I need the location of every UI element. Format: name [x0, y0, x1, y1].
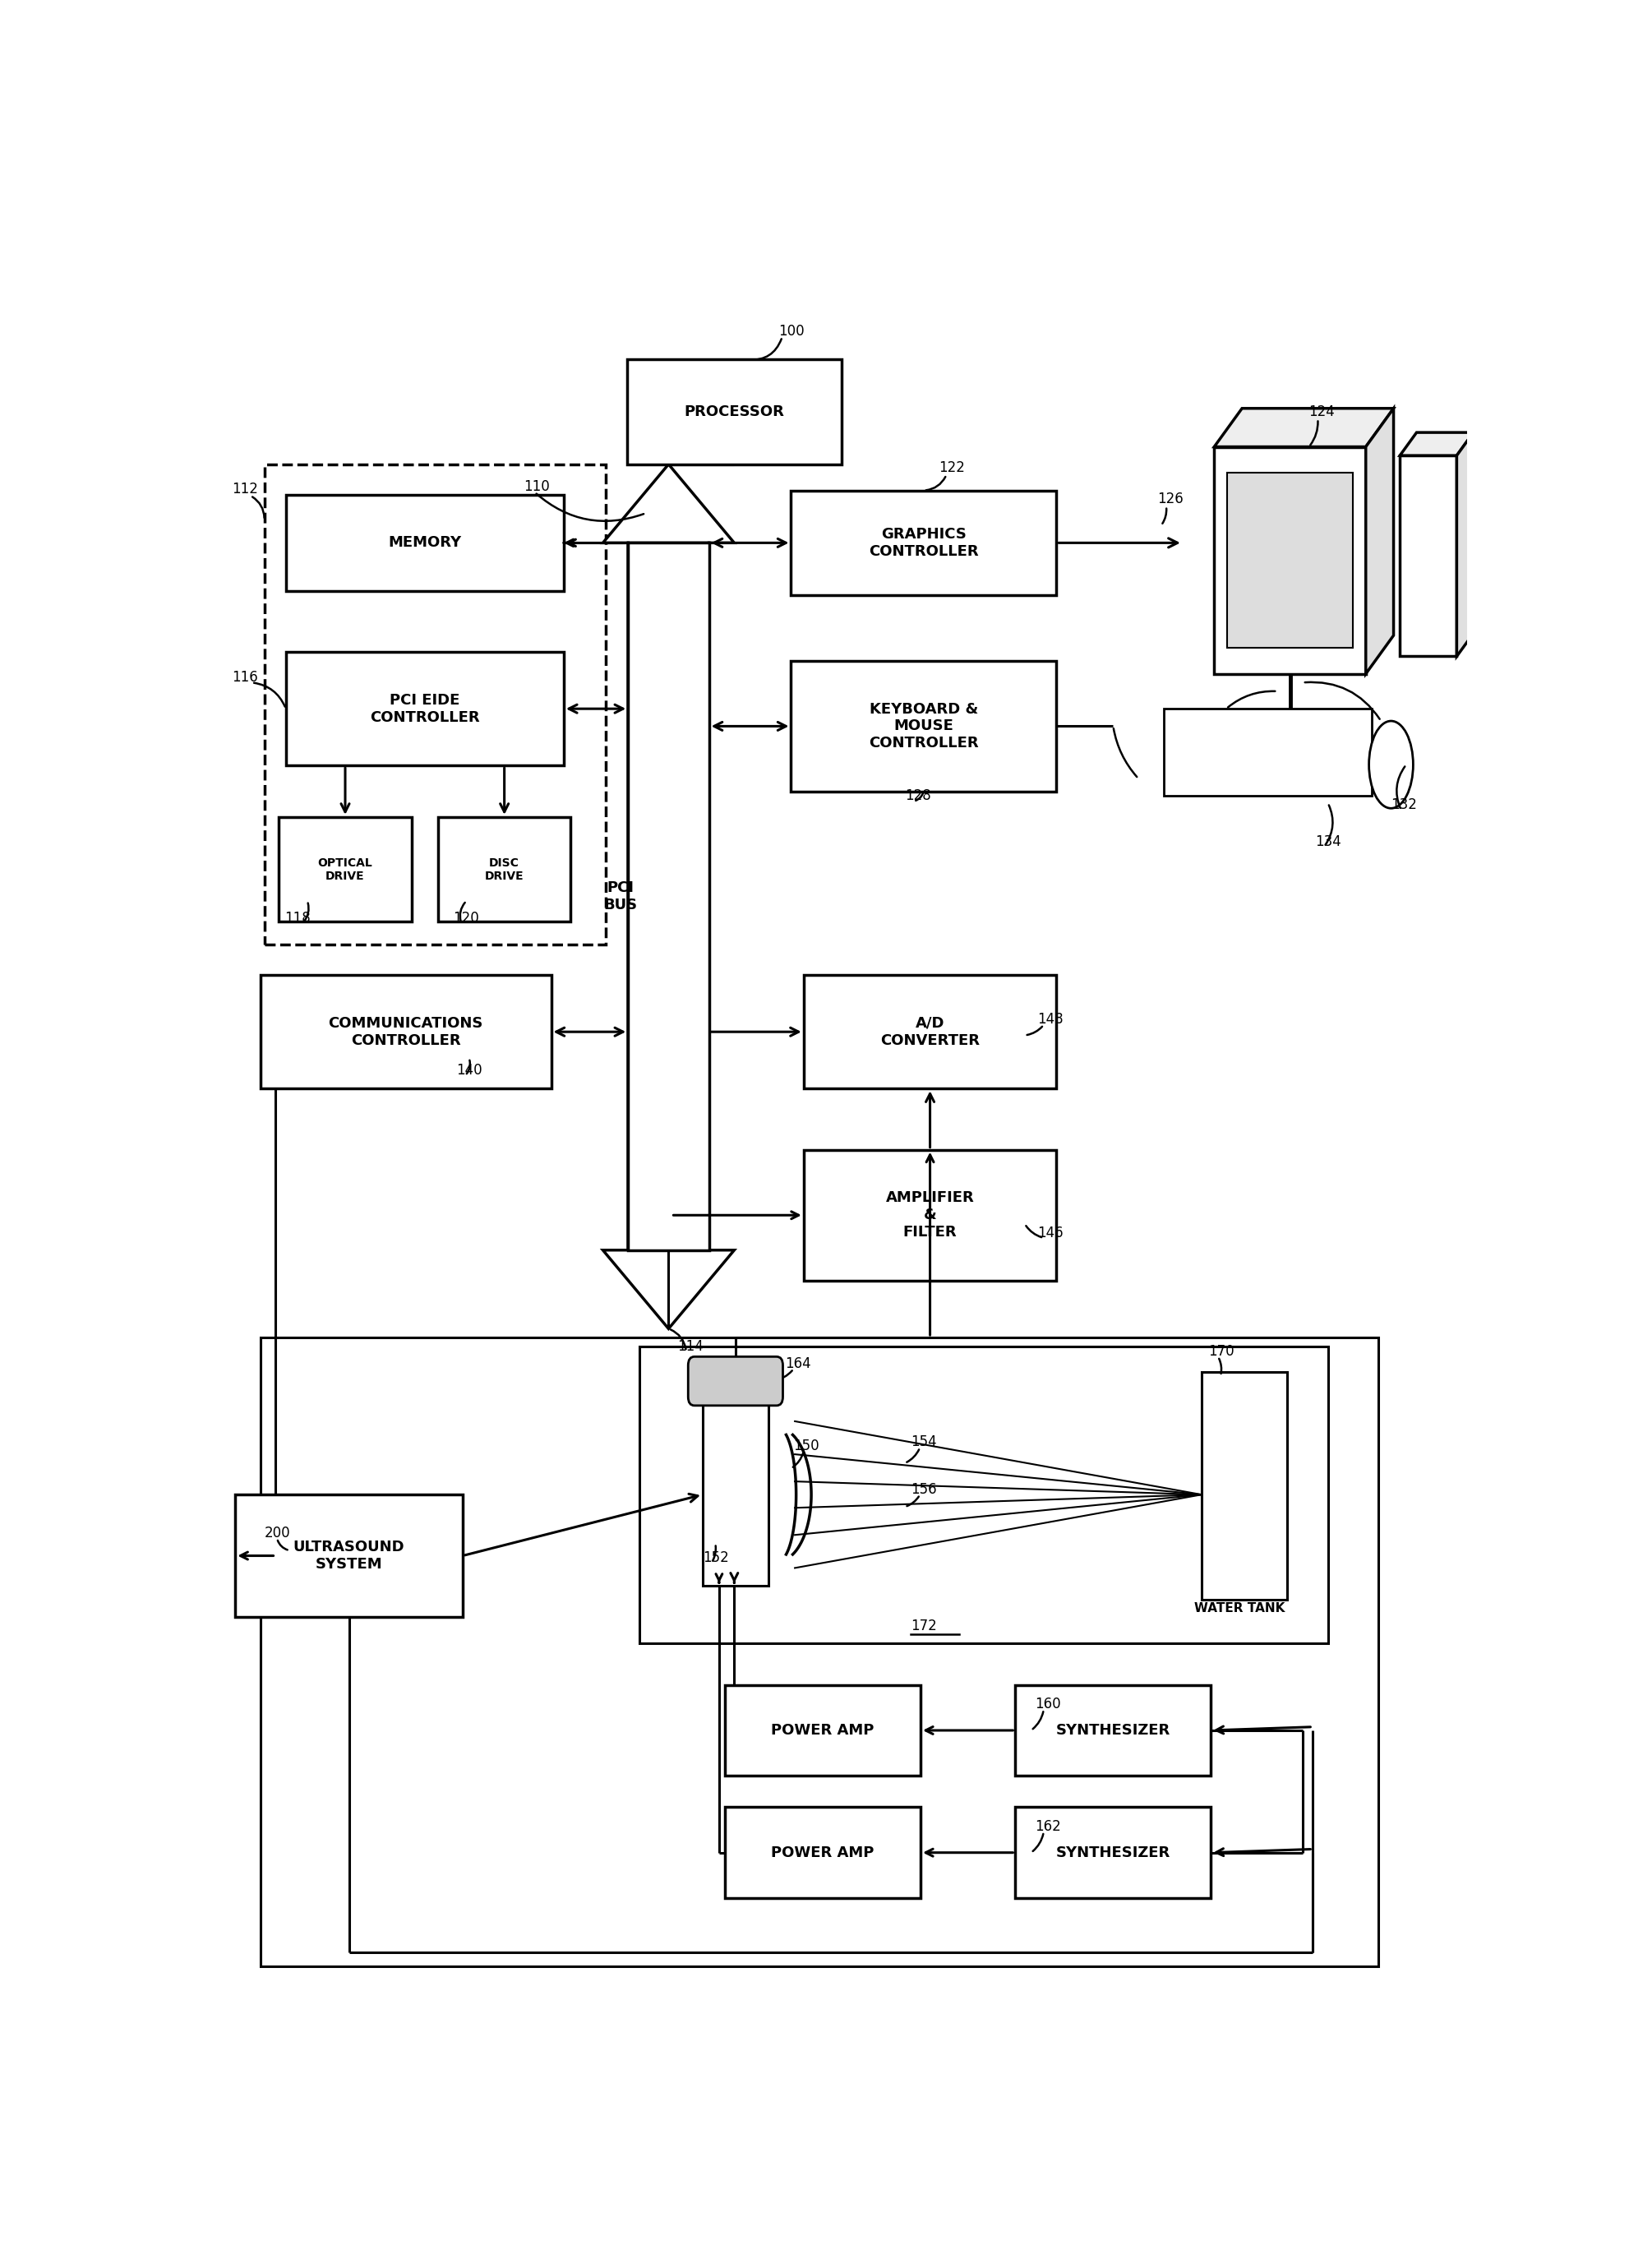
- Text: AMPLIFIER
&
FILTER: AMPLIFIER & FILTER: [885, 1191, 974, 1241]
- Text: 150: 150: [793, 1438, 819, 1454]
- Text: 140: 140: [456, 1064, 482, 1077]
- Text: 148: 148: [1038, 1012, 1062, 1027]
- Text: 120: 120: [453, 912, 479, 925]
- Text: MEMORY: MEMORY: [388, 535, 461, 551]
- Text: PCI
BUS: PCI BUS: [603, 880, 637, 912]
- Bar: [803, 975, 1056, 1089]
- Bar: [1214, 447, 1365, 674]
- Text: 160: 160: [1034, 1696, 1060, 1712]
- Text: 200: 200: [264, 1526, 290, 1540]
- Bar: [1227, 474, 1352, 649]
- Text: 128: 128: [904, 789, 930, 803]
- Bar: [639, 1347, 1328, 1642]
- Bar: [235, 1495, 463, 1617]
- Text: POWER AMP: POWER AMP: [771, 1724, 873, 1737]
- Bar: [790, 490, 1056, 594]
- Bar: [279, 816, 411, 921]
- Text: COMMUNICATIONS
CONTROLLER: COMMUNICATIONS CONTROLLER: [329, 1016, 482, 1048]
- Bar: [1201, 1372, 1287, 1599]
- Bar: [702, 1402, 767, 1585]
- Bar: [627, 542, 709, 1250]
- Text: 162: 162: [1034, 1819, 1060, 1835]
- Text: POWER AMP: POWER AMP: [771, 1846, 873, 1860]
- Text: 118: 118: [285, 912, 311, 925]
- Text: 126: 126: [1157, 492, 1183, 506]
- Text: 170: 170: [1207, 1345, 1233, 1359]
- Polygon shape: [1214, 408, 1393, 447]
- Polygon shape: [603, 465, 733, 1250]
- Bar: [1015, 1808, 1210, 1898]
- Bar: [1163, 708, 1372, 796]
- Text: OPTICAL
DRIVE: OPTICAL DRIVE: [318, 857, 373, 882]
- Bar: [285, 494, 564, 592]
- Bar: [261, 975, 551, 1089]
- Bar: [725, 1685, 920, 1776]
- Text: SYNTHESIZER: SYNTHESIZER: [1056, 1724, 1170, 1737]
- Text: 154: 154: [911, 1436, 937, 1449]
- Bar: [803, 1150, 1056, 1281]
- Text: SYNTHESIZER: SYNTHESIZER: [1056, 1846, 1170, 1860]
- Bar: [725, 1808, 920, 1898]
- Text: 110: 110: [523, 479, 549, 494]
- Polygon shape: [1456, 433, 1473, 655]
- Bar: [264, 465, 604, 943]
- Text: 124: 124: [1308, 404, 1334, 420]
- Text: PCI EIDE
CONTROLLER: PCI EIDE CONTROLLER: [370, 692, 479, 726]
- Ellipse shape: [1368, 721, 1412, 807]
- Text: 164: 164: [785, 1356, 810, 1372]
- Bar: [438, 816, 570, 921]
- Text: 114: 114: [678, 1338, 704, 1354]
- Text: DISC
DRIVE: DISC DRIVE: [484, 857, 523, 882]
- FancyBboxPatch shape: [687, 1356, 782, 1406]
- Polygon shape: [1365, 408, 1393, 674]
- Text: 146: 146: [1038, 1225, 1062, 1241]
- Text: WATER TANK: WATER TANK: [1194, 1601, 1284, 1615]
- Polygon shape: [603, 542, 733, 1329]
- Text: 116: 116: [231, 669, 257, 685]
- Text: A/D
CONVERTER: A/D CONVERTER: [880, 1016, 979, 1048]
- Text: GRAPHICS
CONTROLLER: GRAPHICS CONTROLLER: [868, 526, 977, 558]
- Bar: [285, 651, 564, 767]
- Text: ULTRASOUND
SYSTEM: ULTRASOUND SYSTEM: [293, 1540, 404, 1572]
- Bar: [627, 361, 841, 465]
- Text: 132: 132: [1390, 798, 1417, 812]
- Text: 156: 156: [911, 1481, 937, 1497]
- Bar: [261, 1338, 1378, 1966]
- Text: 172: 172: [911, 1617, 937, 1633]
- Bar: [790, 660, 1056, 792]
- Text: 100: 100: [779, 324, 805, 338]
- Text: 134: 134: [1315, 835, 1341, 848]
- Text: 152: 152: [702, 1549, 728, 1565]
- Bar: [1399, 456, 1456, 655]
- Text: PROCESSOR: PROCESSOR: [684, 404, 784, 420]
- Text: 122: 122: [938, 460, 964, 476]
- Polygon shape: [1399, 433, 1473, 456]
- Text: KEYBOARD &
MOUSE
CONTROLLER: KEYBOARD & MOUSE CONTROLLER: [868, 701, 977, 751]
- Text: 112: 112: [231, 481, 257, 497]
- Bar: [1015, 1685, 1210, 1776]
